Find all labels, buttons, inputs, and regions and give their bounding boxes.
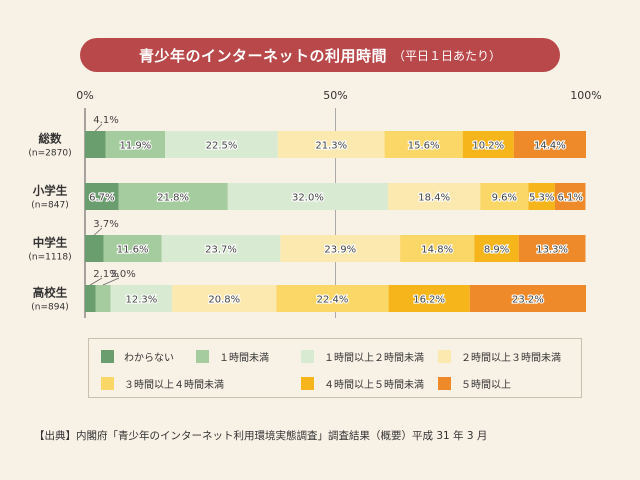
legend-item: ４時間以上５時間未満	[301, 376, 424, 391]
bar-segment	[227, 183, 389, 210]
data-label: 15.6%	[408, 141, 440, 152]
bar-segment	[85, 285, 96, 312]
legend-swatch	[101, 377, 114, 390]
bar-segment	[513, 131, 586, 158]
legend-label: １時間未満	[219, 353, 269, 364]
legend-swatch	[301, 377, 314, 390]
category-n-label: (n=847)	[31, 201, 68, 211]
data-label: 8.9%	[484, 245, 509, 256]
bar-segment	[85, 235, 104, 262]
bar-segment	[165, 131, 278, 158]
legend-item: １時間以上２時間未満	[301, 349, 424, 364]
bar-segment	[469, 285, 586, 312]
bar-segment	[388, 183, 481, 210]
data-label: 23.9%	[324, 245, 356, 256]
data-label: 6.1%	[558, 193, 583, 204]
category-label: 総数	[39, 132, 62, 146]
data-label: 11.9%	[119, 141, 151, 152]
bar-segment	[172, 285, 277, 312]
category-n-label: (n=894)	[31, 303, 68, 313]
bar-segment	[85, 183, 119, 210]
bar-segment	[528, 183, 555, 210]
x-tick-label: 50%	[323, 89, 347, 102]
data-label-outside: 4.1%	[93, 115, 118, 126]
legend-label: ５時間以上	[461, 380, 511, 391]
category-label: 中学生	[33, 236, 68, 250]
bar-segment	[161, 235, 281, 262]
bar-segment	[518, 235, 586, 262]
leader-line	[90, 277, 103, 286]
data-label: 13.3%	[536, 245, 568, 256]
chart-subtitle: （平日１日あたり）	[393, 48, 502, 63]
bar-segment	[280, 235, 401, 262]
data-label-outside: 2.1%	[93, 269, 118, 280]
category-label: 高校生	[33, 286, 68, 300]
data-label: 21.8%	[157, 193, 189, 204]
bar-segment	[277, 131, 385, 158]
category-n-label: (n=1118)	[28, 253, 71, 263]
data-label: 18.4%	[418, 193, 450, 204]
bar-segment	[384, 131, 463, 158]
legend-swatch	[301, 350, 314, 363]
data-label: 32.0%	[292, 193, 324, 204]
legend-label: ３時間以上４時間未満	[124, 380, 224, 391]
data-label-outside: 3.7%	[93, 219, 118, 230]
stacked-bar-chart: 0% 50% 100% 総数 (n=2870) 11.9% 22.5% 21.3% 15.6% 1…	[28, 89, 602, 318]
source-note: 【出典】内閣府「青少年のインターネット利用環境実態調査」調査結果（概要）平成 3…	[34, 430, 488, 442]
bar-segment	[480, 183, 529, 210]
legend-item: ２時間以上３時間未満	[438, 349, 561, 364]
chart-title-banner: 青少年のインターネットの利用時間 （平日１日あたり）	[80, 38, 560, 72]
bar-segment	[462, 131, 514, 158]
data-label: 23.2%	[512, 295, 544, 306]
bar-segment	[85, 131, 106, 158]
data-label: 14.8%	[421, 245, 453, 256]
x-tick-label: 100%	[570, 89, 601, 102]
legend-label: ２時間以上３時間未満	[461, 353, 561, 364]
legend-swatch	[438, 377, 451, 390]
data-label: 23.7%	[205, 245, 237, 256]
data-label: 10.2%	[472, 141, 504, 152]
data-label: 16.2%	[413, 295, 445, 306]
legend-item: １時間未満	[196, 349, 269, 364]
data-label: 22.5%	[206, 141, 238, 152]
data-label: 21.3%	[315, 141, 347, 152]
bar-segment	[276, 285, 389, 312]
bar-segment	[554, 183, 586, 210]
data-label: 22.4%	[317, 295, 349, 306]
bar-segment	[103, 235, 162, 262]
data-label: 6.7%	[89, 193, 114, 204]
bar-segment	[110, 285, 173, 312]
legend-item: ３時間以上４時間未満	[101, 376, 224, 391]
data-label: 14.4%	[534, 141, 566, 152]
data-label: 9.6%	[492, 193, 517, 204]
data-label: 11.6%	[117, 245, 149, 256]
category-n-label: (n=2870)	[28, 149, 71, 159]
legend-item: わからない	[101, 349, 174, 364]
bar-segment	[474, 235, 519, 262]
leader-line	[94, 227, 103, 236]
legend-label: ４時間以上５時間未満	[324, 380, 424, 391]
data-label: 12.3%	[125, 295, 157, 306]
bar-segment	[118, 183, 228, 210]
bar-segment	[95, 285, 111, 312]
data-label: 20.8%	[208, 295, 240, 306]
legend-swatch	[196, 350, 209, 363]
legend-swatch	[101, 350, 114, 363]
chart-title: 青少年のインターネットの利用時間	[138, 46, 387, 65]
legend-swatch	[438, 350, 451, 363]
x-tick-label: 0%	[76, 89, 93, 102]
leader-line	[102, 277, 120, 286]
bar-segment	[388, 285, 470, 312]
bar-segment	[105, 131, 166, 158]
category-label: 小学生	[32, 184, 68, 198]
leader-line	[94, 123, 103, 132]
chart-legend: わからない １時間未満 １時間以上２時間未満 ２時間以上３時間未満 ３時間以上４時間未満…	[88, 338, 582, 398]
legend-item: ５時間以上	[438, 376, 511, 391]
data-label-outside: 3.0%	[110, 269, 135, 280]
legend-label: わからない	[124, 353, 174, 364]
legend-label: １時間以上２時間未満	[324, 353, 424, 364]
bar-segment	[400, 235, 475, 262]
data-label: 5.3%	[529, 193, 554, 204]
